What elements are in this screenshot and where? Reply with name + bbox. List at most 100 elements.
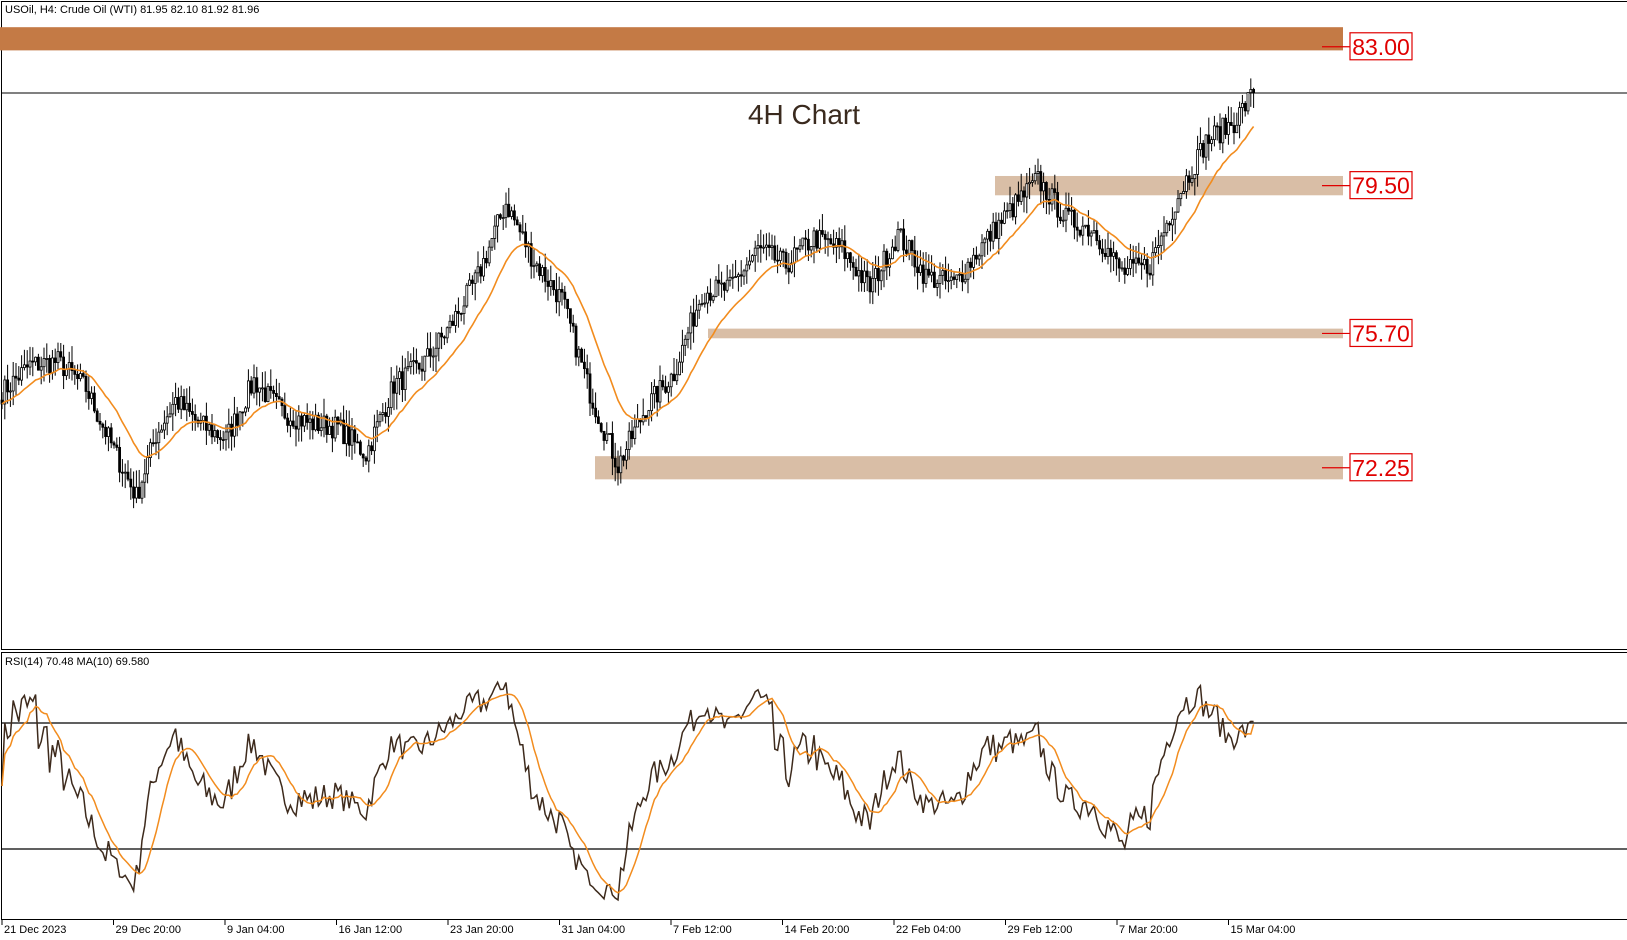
candle (1000, 212, 1003, 236)
candle (835, 231, 838, 264)
x-tick-label: 16 Jan 12:00 (339, 924, 403, 936)
candle (70, 346, 74, 381)
candle (518, 222, 522, 241)
candle (101, 422, 105, 439)
x-tick-label: 22 Feb 04:00 (896, 924, 961, 936)
candle (210, 413, 214, 445)
candle (6, 364, 9, 404)
candle (1238, 101, 1241, 139)
candle (991, 212, 995, 250)
candle (496, 214, 500, 243)
candle (1092, 219, 1096, 234)
candle (207, 423, 211, 436)
candle (874, 255, 877, 293)
candle (1033, 164, 1037, 185)
candle (762, 234, 765, 254)
candle (896, 221, 900, 253)
candle (585, 354, 589, 389)
candle (294, 410, 298, 447)
candle (541, 264, 544, 283)
level-band (595, 456, 1343, 480)
candle (613, 442, 617, 482)
candle (1243, 101, 1247, 117)
candle (535, 261, 539, 273)
candle (84, 370, 88, 403)
candle (860, 257, 863, 292)
candle (230, 416, 234, 451)
candle (1224, 114, 1227, 139)
candle (406, 351, 410, 372)
candle (1059, 203, 1062, 224)
candle (1210, 136, 1213, 152)
candle (770, 234, 774, 260)
level-label-box (1349, 171, 1413, 200)
candle (378, 411, 382, 427)
candle (913, 235, 917, 277)
candle (1176, 190, 1180, 213)
candle (171, 392, 175, 432)
candle (823, 230, 827, 254)
candle (1168, 221, 1171, 231)
candle (456, 297, 460, 328)
candle (465, 282, 469, 308)
candle (639, 418, 642, 434)
candle (414, 348, 418, 374)
candle (1249, 78, 1253, 107)
candle (608, 433, 611, 435)
candle (1215, 122, 1219, 141)
candle (1106, 232, 1110, 265)
candle (885, 248, 889, 281)
candle (1159, 232, 1163, 260)
candle (277, 382, 281, 400)
candle (899, 228, 903, 233)
candle (288, 407, 292, 438)
candle (983, 237, 987, 258)
levels-layer: 83.00 79.50 75.70 72.25 (0, 27, 1413, 482)
candle (840, 229, 844, 253)
candle (269, 369, 273, 399)
candle (1151, 241, 1155, 286)
candle (291, 410, 295, 429)
candle (714, 276, 718, 298)
candle (79, 363, 82, 382)
candle (1011, 197, 1015, 221)
candle (342, 405, 346, 445)
candle (793, 236, 796, 278)
candle (412, 347, 416, 375)
candle (107, 426, 110, 452)
candle (574, 323, 578, 366)
candle (653, 379, 656, 409)
candle (1229, 107, 1233, 126)
candle (59, 342, 63, 362)
candle (560, 282, 564, 306)
candle (597, 410, 600, 425)
candle (849, 251, 852, 271)
candle (1126, 256, 1129, 277)
candle (661, 374, 665, 391)
candle (1252, 87, 1255, 108)
candle (616, 450, 620, 486)
candle (829, 234, 833, 245)
candle (140, 480, 144, 504)
candle (48, 354, 51, 383)
candle (17, 366, 21, 386)
candle (154, 428, 158, 456)
candle (857, 253, 861, 292)
candle (249, 376, 253, 396)
candle (935, 279, 939, 297)
candle (246, 369, 250, 412)
price-panel-frame (1, 1, 1627, 650)
candle (667, 381, 670, 404)
candle (1017, 181, 1020, 207)
candle (625, 441, 628, 470)
candle (1173, 211, 1177, 235)
candle (1087, 210, 1090, 246)
candle (563, 285, 567, 309)
candle (300, 413, 304, 442)
candle (1081, 216, 1085, 246)
candle (442, 335, 446, 346)
candle (437, 332, 441, 362)
candle (515, 216, 519, 226)
candle (213, 425, 217, 442)
candle (202, 415, 206, 431)
